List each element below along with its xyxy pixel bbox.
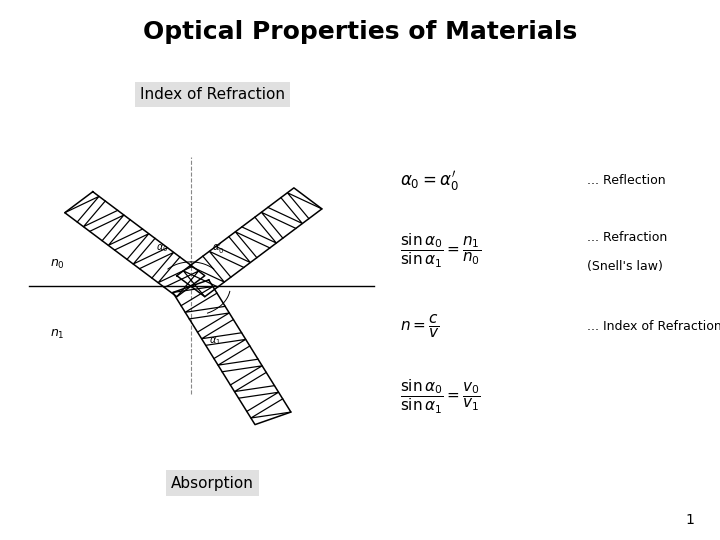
Text: $\alpha_0'$: $\alpha_0'$ (212, 242, 225, 256)
Text: $\alpha_0 = \alpha_0^{\prime}$: $\alpha_0 = \alpha_0^{\prime}$ (400, 169, 459, 193)
Text: Optical Properties of Materials: Optical Properties of Materials (143, 21, 577, 44)
Text: $\dfrac{\sin\alpha_0}{\sin\alpha_1} = \dfrac{v_0}{v_1}$: $\dfrac{\sin\alpha_0}{\sin\alpha_1} = \d… (400, 378, 480, 416)
Text: ... Index of Refraction: ... Index of Refraction (587, 320, 720, 333)
Text: $\alpha_1$: $\alpha_1$ (209, 335, 221, 347)
Text: $n = \dfrac{c}{v}$: $n = \dfrac{c}{v}$ (400, 313, 439, 340)
Text: $n_0$: $n_0$ (50, 258, 66, 271)
Text: ... Reflection: ... Reflection (587, 174, 665, 187)
Text: Index of Refraction: Index of Refraction (140, 87, 285, 102)
Text: 1: 1 (686, 512, 695, 526)
Text: ... Refraction: ... Refraction (587, 231, 667, 244)
Text: $n_1$: $n_1$ (50, 328, 65, 341)
Text: Absorption: Absorption (171, 476, 254, 491)
Text: $\dfrac{\sin\alpha_0}{\sin\alpha_1} = \dfrac{n_1}{n_0}$: $\dfrac{\sin\alpha_0}{\sin\alpha_1} = \d… (400, 232, 481, 270)
Text: (Snell's law): (Snell's law) (587, 260, 662, 273)
Text: $\alpha_0$: $\alpha_0$ (156, 242, 168, 254)
